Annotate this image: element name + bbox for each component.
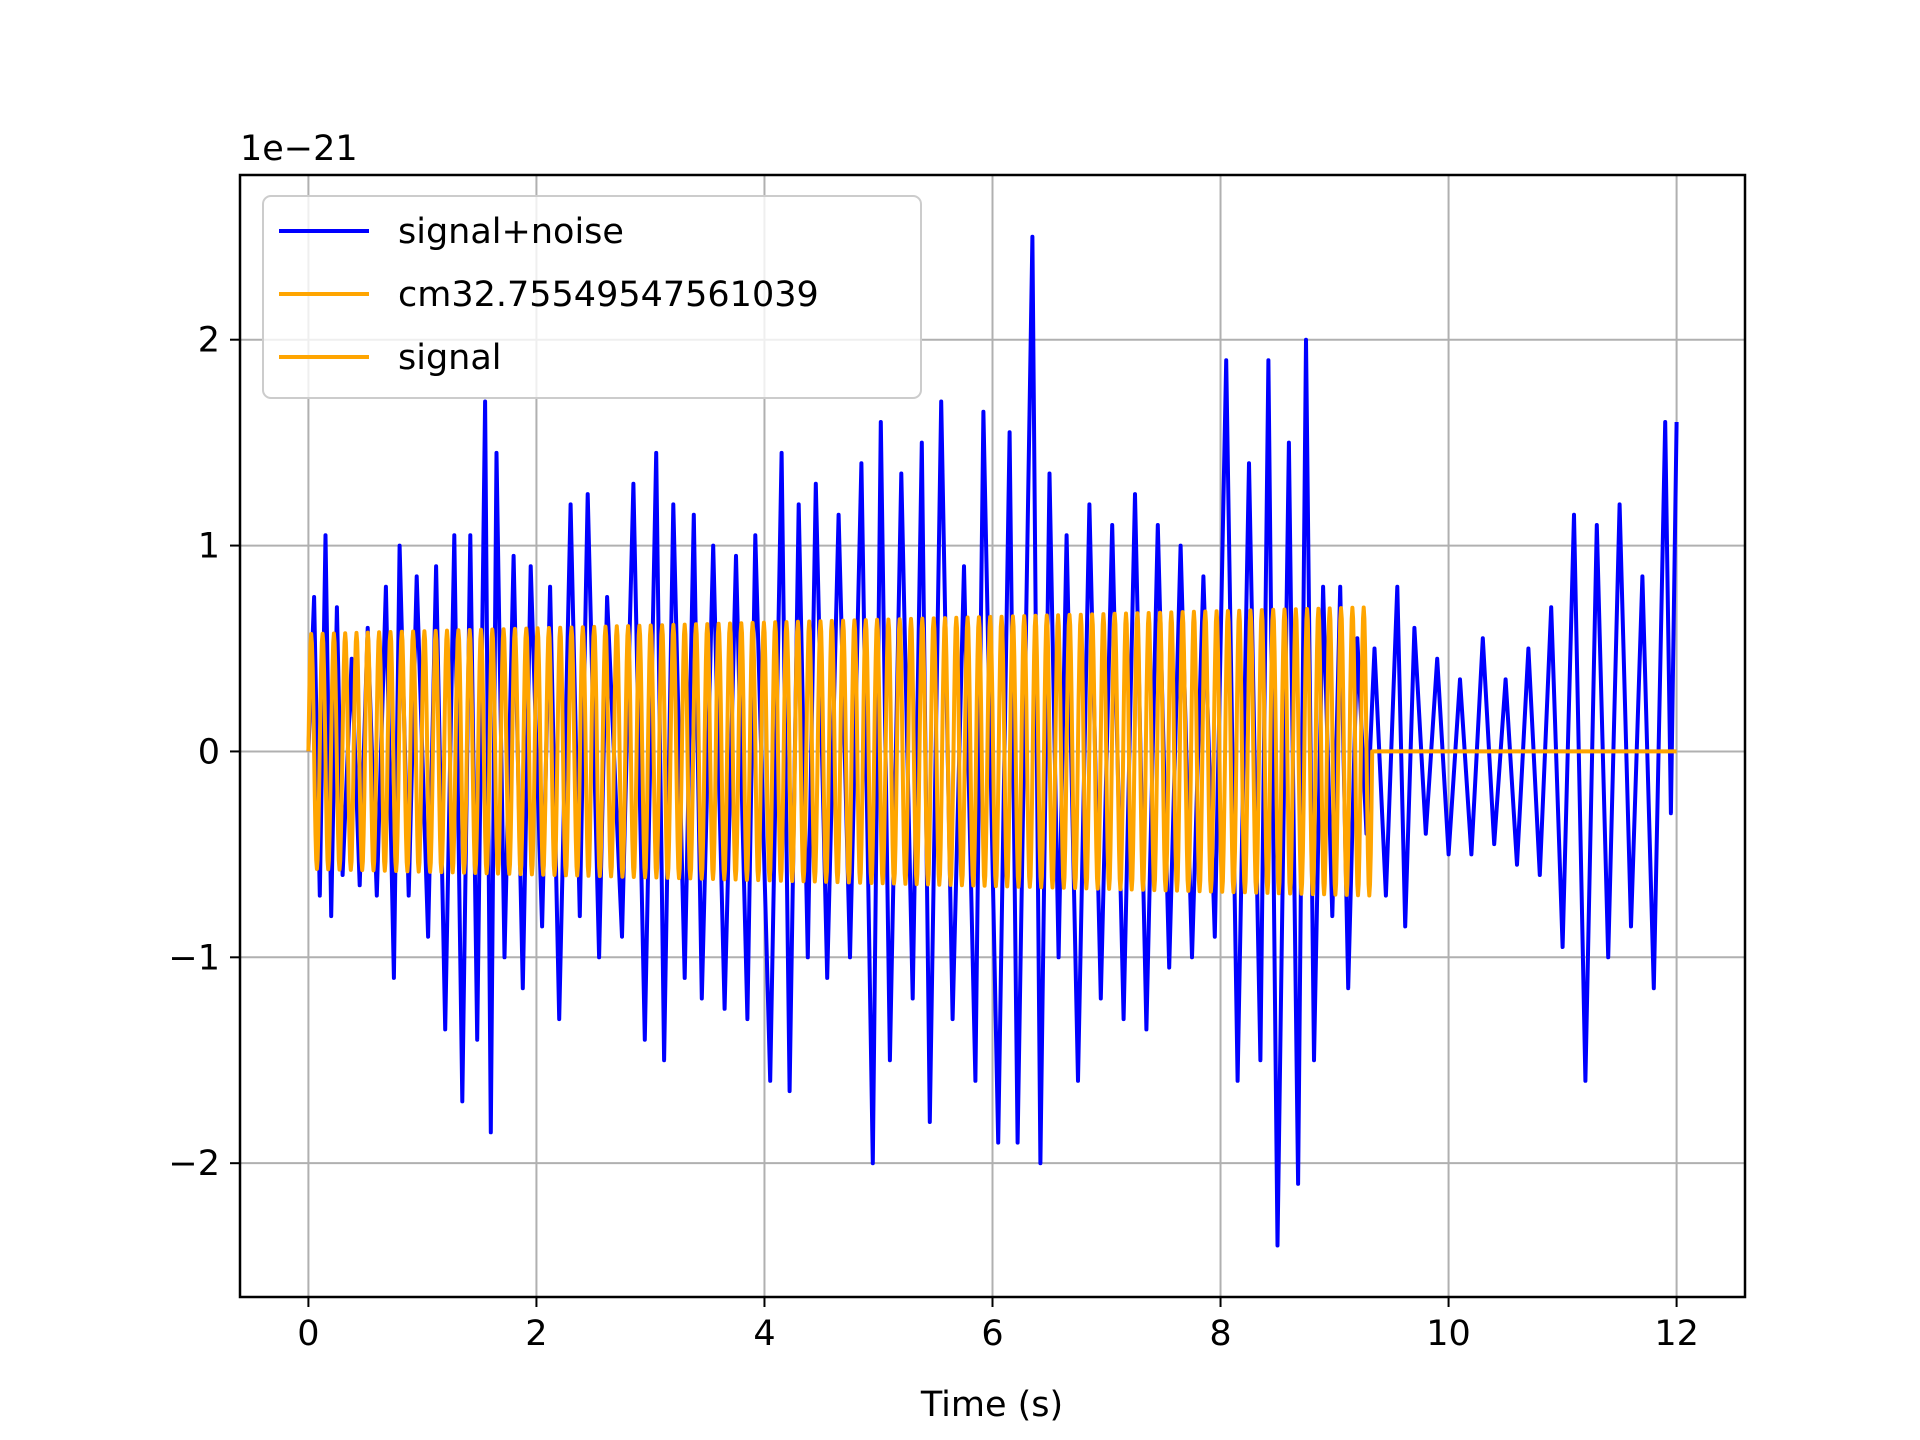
x-tick-label: 0 <box>297 1314 319 1354</box>
legend-label-signal-noise: signal+noise <box>398 212 624 252</box>
y-tick-label: 0 <box>198 732 220 772</box>
y-tick-label: 1 <box>198 527 220 567</box>
y-tick-label: 2 <box>198 321 220 361</box>
legend: signal+noise cm32.75549547561039 signal <box>262 195 922 399</box>
y-tick-label: −2 <box>168 1144 220 1184</box>
y-tick-label: −1 <box>168 938 220 978</box>
x-tick-label: 12 <box>1654 1314 1699 1354</box>
series-layer <box>306 234 1679 1248</box>
x-tick-label: 6 <box>981 1314 1003 1354</box>
x-axis-label: Time (s) <box>920 1385 1063 1425</box>
series-line-cm <box>306 605 1677 898</box>
x-tick-label: 10 <box>1426 1314 1471 1354</box>
legend-label-cm: cm32.75549547561039 <box>398 275 819 315</box>
offset-label: 1e−21 <box>240 129 358 169</box>
legend-label-signal: signal <box>398 338 502 378</box>
grid <box>240 175 1745 1297</box>
x-tick-label: 2 <box>525 1314 547 1354</box>
legend-frame <box>262 195 922 399</box>
x-tick-label: 4 <box>753 1314 775 1354</box>
x-tick-label: 8 <box>1209 1314 1231 1354</box>
